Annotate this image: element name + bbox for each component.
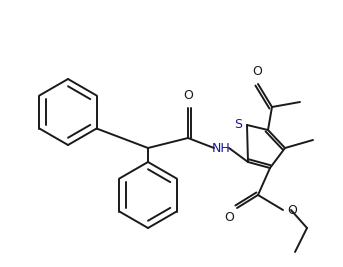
Text: O: O xyxy=(252,65,262,78)
Text: S: S xyxy=(234,119,242,132)
Text: O: O xyxy=(224,211,234,224)
Text: O: O xyxy=(183,89,193,102)
Text: NH: NH xyxy=(212,142,230,155)
Text: O: O xyxy=(287,203,297,217)
